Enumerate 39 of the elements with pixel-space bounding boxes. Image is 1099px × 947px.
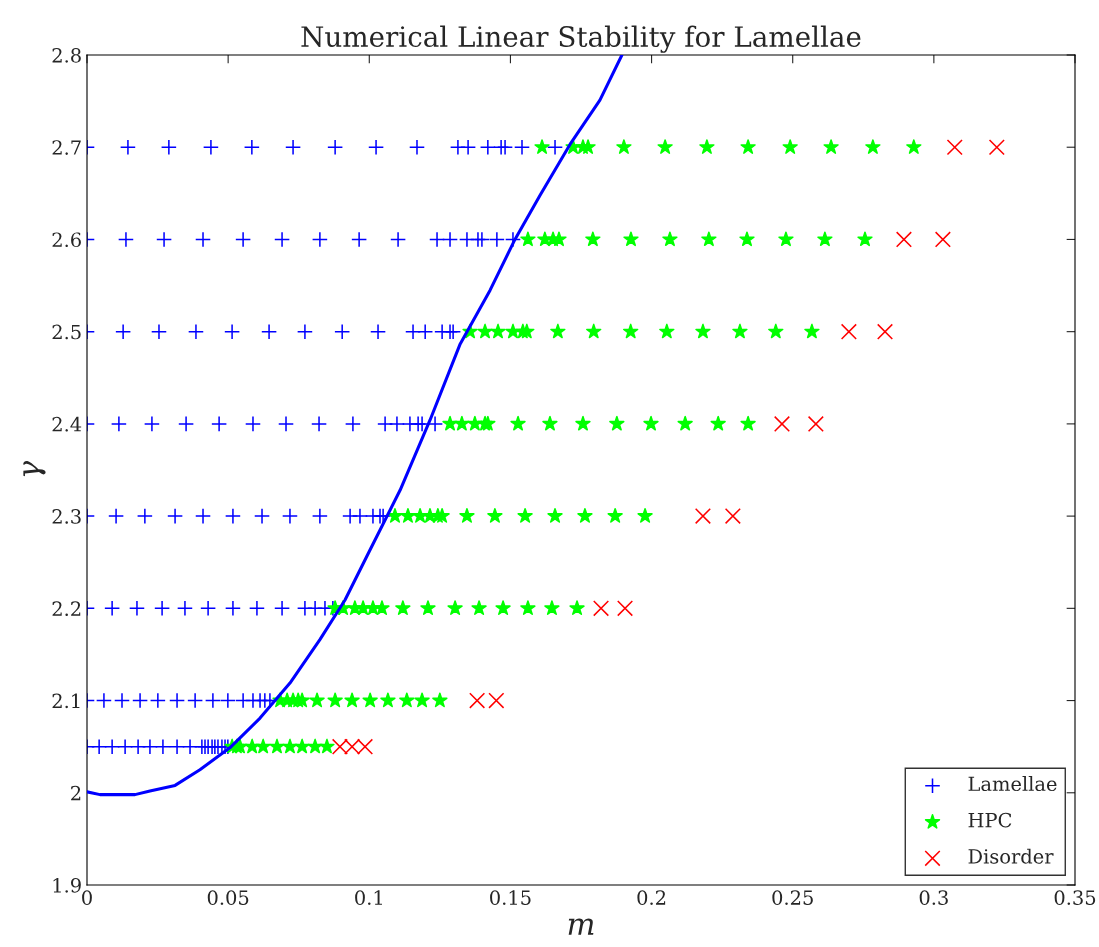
y-tick-label: 2.6 xyxy=(52,232,81,248)
x-tick-label: 0.35 xyxy=(1054,890,1096,905)
y-tick-label: 2.4 xyxy=(52,416,82,432)
point xyxy=(469,692,486,709)
point xyxy=(876,323,894,340)
x-tick-label: 0.05 xyxy=(207,890,249,905)
y-tick-label: 2.3 xyxy=(52,509,81,524)
x-tick-label: 0.1 xyxy=(355,890,382,905)
point xyxy=(592,600,610,617)
y-tick-label: 2.8 xyxy=(52,47,81,63)
x-tick-label: 0.15 xyxy=(490,890,531,905)
x-tick-label: 0 xyxy=(82,890,92,905)
x-axis-title: m xyxy=(568,918,594,935)
point xyxy=(840,323,857,340)
legend-label: Lamellae xyxy=(968,776,1057,792)
point xyxy=(988,139,1005,156)
chart-title: Numerical Linear Stability for Lamellae xyxy=(301,25,861,53)
point xyxy=(946,139,963,156)
point xyxy=(724,508,741,525)
y-tick-label: 2.5 xyxy=(52,324,81,340)
point xyxy=(934,231,951,248)
point xyxy=(616,600,634,617)
y-tick-label: 2.7 xyxy=(52,140,81,155)
line-series xyxy=(87,55,624,797)
y-tick-label: 2 xyxy=(71,785,81,801)
x-tick-label: 0.2 xyxy=(637,890,666,905)
point xyxy=(694,508,711,525)
point xyxy=(895,231,912,248)
point xyxy=(773,415,791,432)
legend-label: HPC xyxy=(968,812,1012,828)
point xyxy=(807,415,824,432)
y-tick-label: 2.2 xyxy=(52,601,81,616)
x-tick-label: 0.25 xyxy=(772,890,813,905)
y-tick-label: 2.1 xyxy=(52,693,80,709)
point xyxy=(488,692,505,709)
y-tick-label: 1.9 xyxy=(53,877,81,893)
legend-label: Disorder xyxy=(968,848,1054,864)
y-axis-title: γ xyxy=(23,460,46,477)
x-tick-label: 0.3 xyxy=(919,890,948,905)
